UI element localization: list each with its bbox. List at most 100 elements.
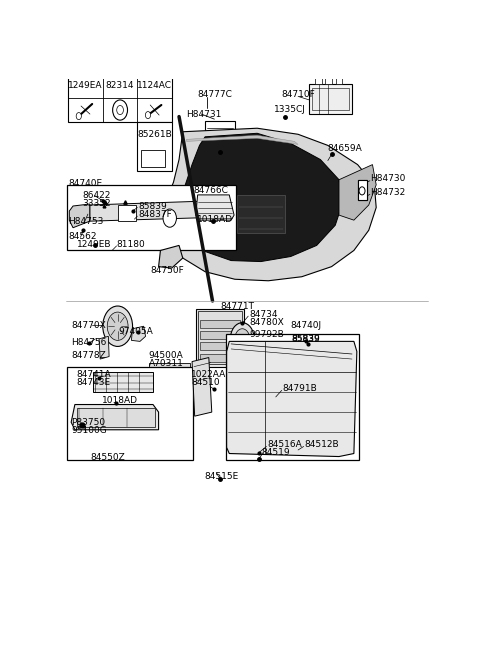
Bar (358, 180, 367, 200)
Bar (237, 195, 285, 233)
Polygon shape (158, 245, 183, 268)
Circle shape (221, 236, 227, 245)
Circle shape (113, 100, 128, 120)
Circle shape (145, 112, 151, 119)
Text: 84741A: 84741A (77, 370, 111, 379)
Polygon shape (162, 128, 376, 281)
Text: 84791B: 84791B (282, 384, 317, 393)
Circle shape (235, 329, 250, 349)
Circle shape (76, 113, 82, 119)
Text: H84732: H84732 (371, 188, 406, 197)
Bar (200, 320, 240, 328)
Polygon shape (166, 192, 192, 221)
Polygon shape (166, 222, 179, 248)
Text: 84516A: 84516A (267, 440, 302, 449)
Text: 84837F: 84837F (138, 210, 172, 219)
Bar (149, 363, 190, 372)
Circle shape (228, 236, 234, 245)
Text: 84734: 84734 (249, 310, 277, 319)
Bar (198, 311, 241, 364)
Text: 84710F: 84710F (281, 91, 315, 99)
Polygon shape (196, 195, 234, 220)
Text: 84750F: 84750F (150, 266, 184, 275)
Circle shape (163, 209, 177, 227)
Text: 84777C: 84777C (198, 91, 232, 99)
Bar (309, 84, 352, 114)
Text: 1335CJ: 1335CJ (274, 104, 306, 113)
Text: 94500A: 94500A (148, 350, 183, 359)
Text: 85839: 85839 (291, 335, 320, 343)
Polygon shape (99, 337, 109, 359)
Bar (67, 185, 236, 251)
Polygon shape (90, 201, 216, 221)
Text: 84766C: 84766C (193, 186, 228, 195)
Text: 99792B: 99792B (249, 331, 284, 339)
Bar (94, 372, 153, 392)
Text: 86422: 86422 (83, 191, 111, 200)
Bar (200, 342, 240, 350)
Polygon shape (141, 150, 165, 167)
Text: 97405A: 97405A (119, 327, 154, 337)
Bar (226, 334, 360, 460)
Circle shape (107, 312, 128, 340)
Bar (118, 205, 136, 221)
Circle shape (206, 236, 212, 245)
Text: 1018AD: 1018AD (197, 215, 233, 224)
Text: 84512B: 84512B (305, 440, 339, 449)
Text: 84740E: 84740E (68, 179, 102, 188)
Text: 84740J: 84740J (290, 321, 322, 330)
Text: 84550Z: 84550Z (91, 453, 125, 462)
Text: 84743E: 84743E (77, 379, 111, 387)
Polygon shape (132, 326, 145, 341)
Text: 84778Z: 84778Z (71, 351, 106, 360)
Text: 82314: 82314 (106, 81, 134, 91)
Circle shape (213, 236, 219, 245)
Text: 1249EA: 1249EA (68, 81, 103, 91)
Bar (205, 121, 235, 152)
Bar (196, 308, 244, 367)
Text: H84756: H84756 (71, 338, 107, 347)
Bar (200, 331, 240, 339)
Text: 85839: 85839 (291, 335, 320, 344)
Text: 33352: 33352 (83, 199, 111, 209)
Bar (200, 354, 240, 361)
Bar (68, 73, 172, 122)
Text: 84562: 84562 (68, 232, 96, 241)
Text: A70311: A70311 (148, 359, 183, 367)
Polygon shape (179, 133, 343, 262)
Text: H84730: H84730 (371, 174, 406, 183)
Bar (67, 367, 193, 460)
Text: 1018AD: 1018AD (102, 396, 138, 405)
Circle shape (178, 195, 188, 209)
Text: 81180: 81180 (117, 240, 145, 249)
Text: H84731: H84731 (186, 110, 222, 119)
Text: 84515E: 84515E (204, 472, 239, 482)
Text: H84753: H84753 (68, 216, 104, 226)
Text: 84519: 84519 (262, 448, 290, 457)
Polygon shape (358, 180, 367, 200)
Bar (137, 122, 172, 171)
Polygon shape (227, 341, 357, 457)
Text: 1022AA: 1022AA (191, 370, 226, 379)
Text: 84770X: 84770X (71, 321, 106, 330)
Text: 85261B: 85261B (137, 130, 172, 139)
Circle shape (103, 306, 132, 346)
Circle shape (359, 187, 365, 195)
Polygon shape (339, 165, 376, 220)
Text: 1124AC: 1124AC (137, 81, 172, 91)
Circle shape (117, 106, 123, 115)
Text: 84659A: 84659A (327, 144, 362, 153)
Bar (315, 77, 322, 84)
Polygon shape (192, 358, 212, 416)
Text: 1249EB: 1249EB (77, 240, 111, 249)
Bar (336, 77, 342, 84)
Bar (325, 77, 332, 84)
Text: 84510: 84510 (191, 379, 219, 387)
Circle shape (230, 323, 254, 355)
Bar (77, 408, 155, 427)
Bar (312, 88, 349, 110)
Polygon shape (69, 204, 90, 228)
Circle shape (172, 199, 182, 214)
Text: 95100G: 95100G (71, 426, 107, 436)
Polygon shape (71, 405, 158, 430)
